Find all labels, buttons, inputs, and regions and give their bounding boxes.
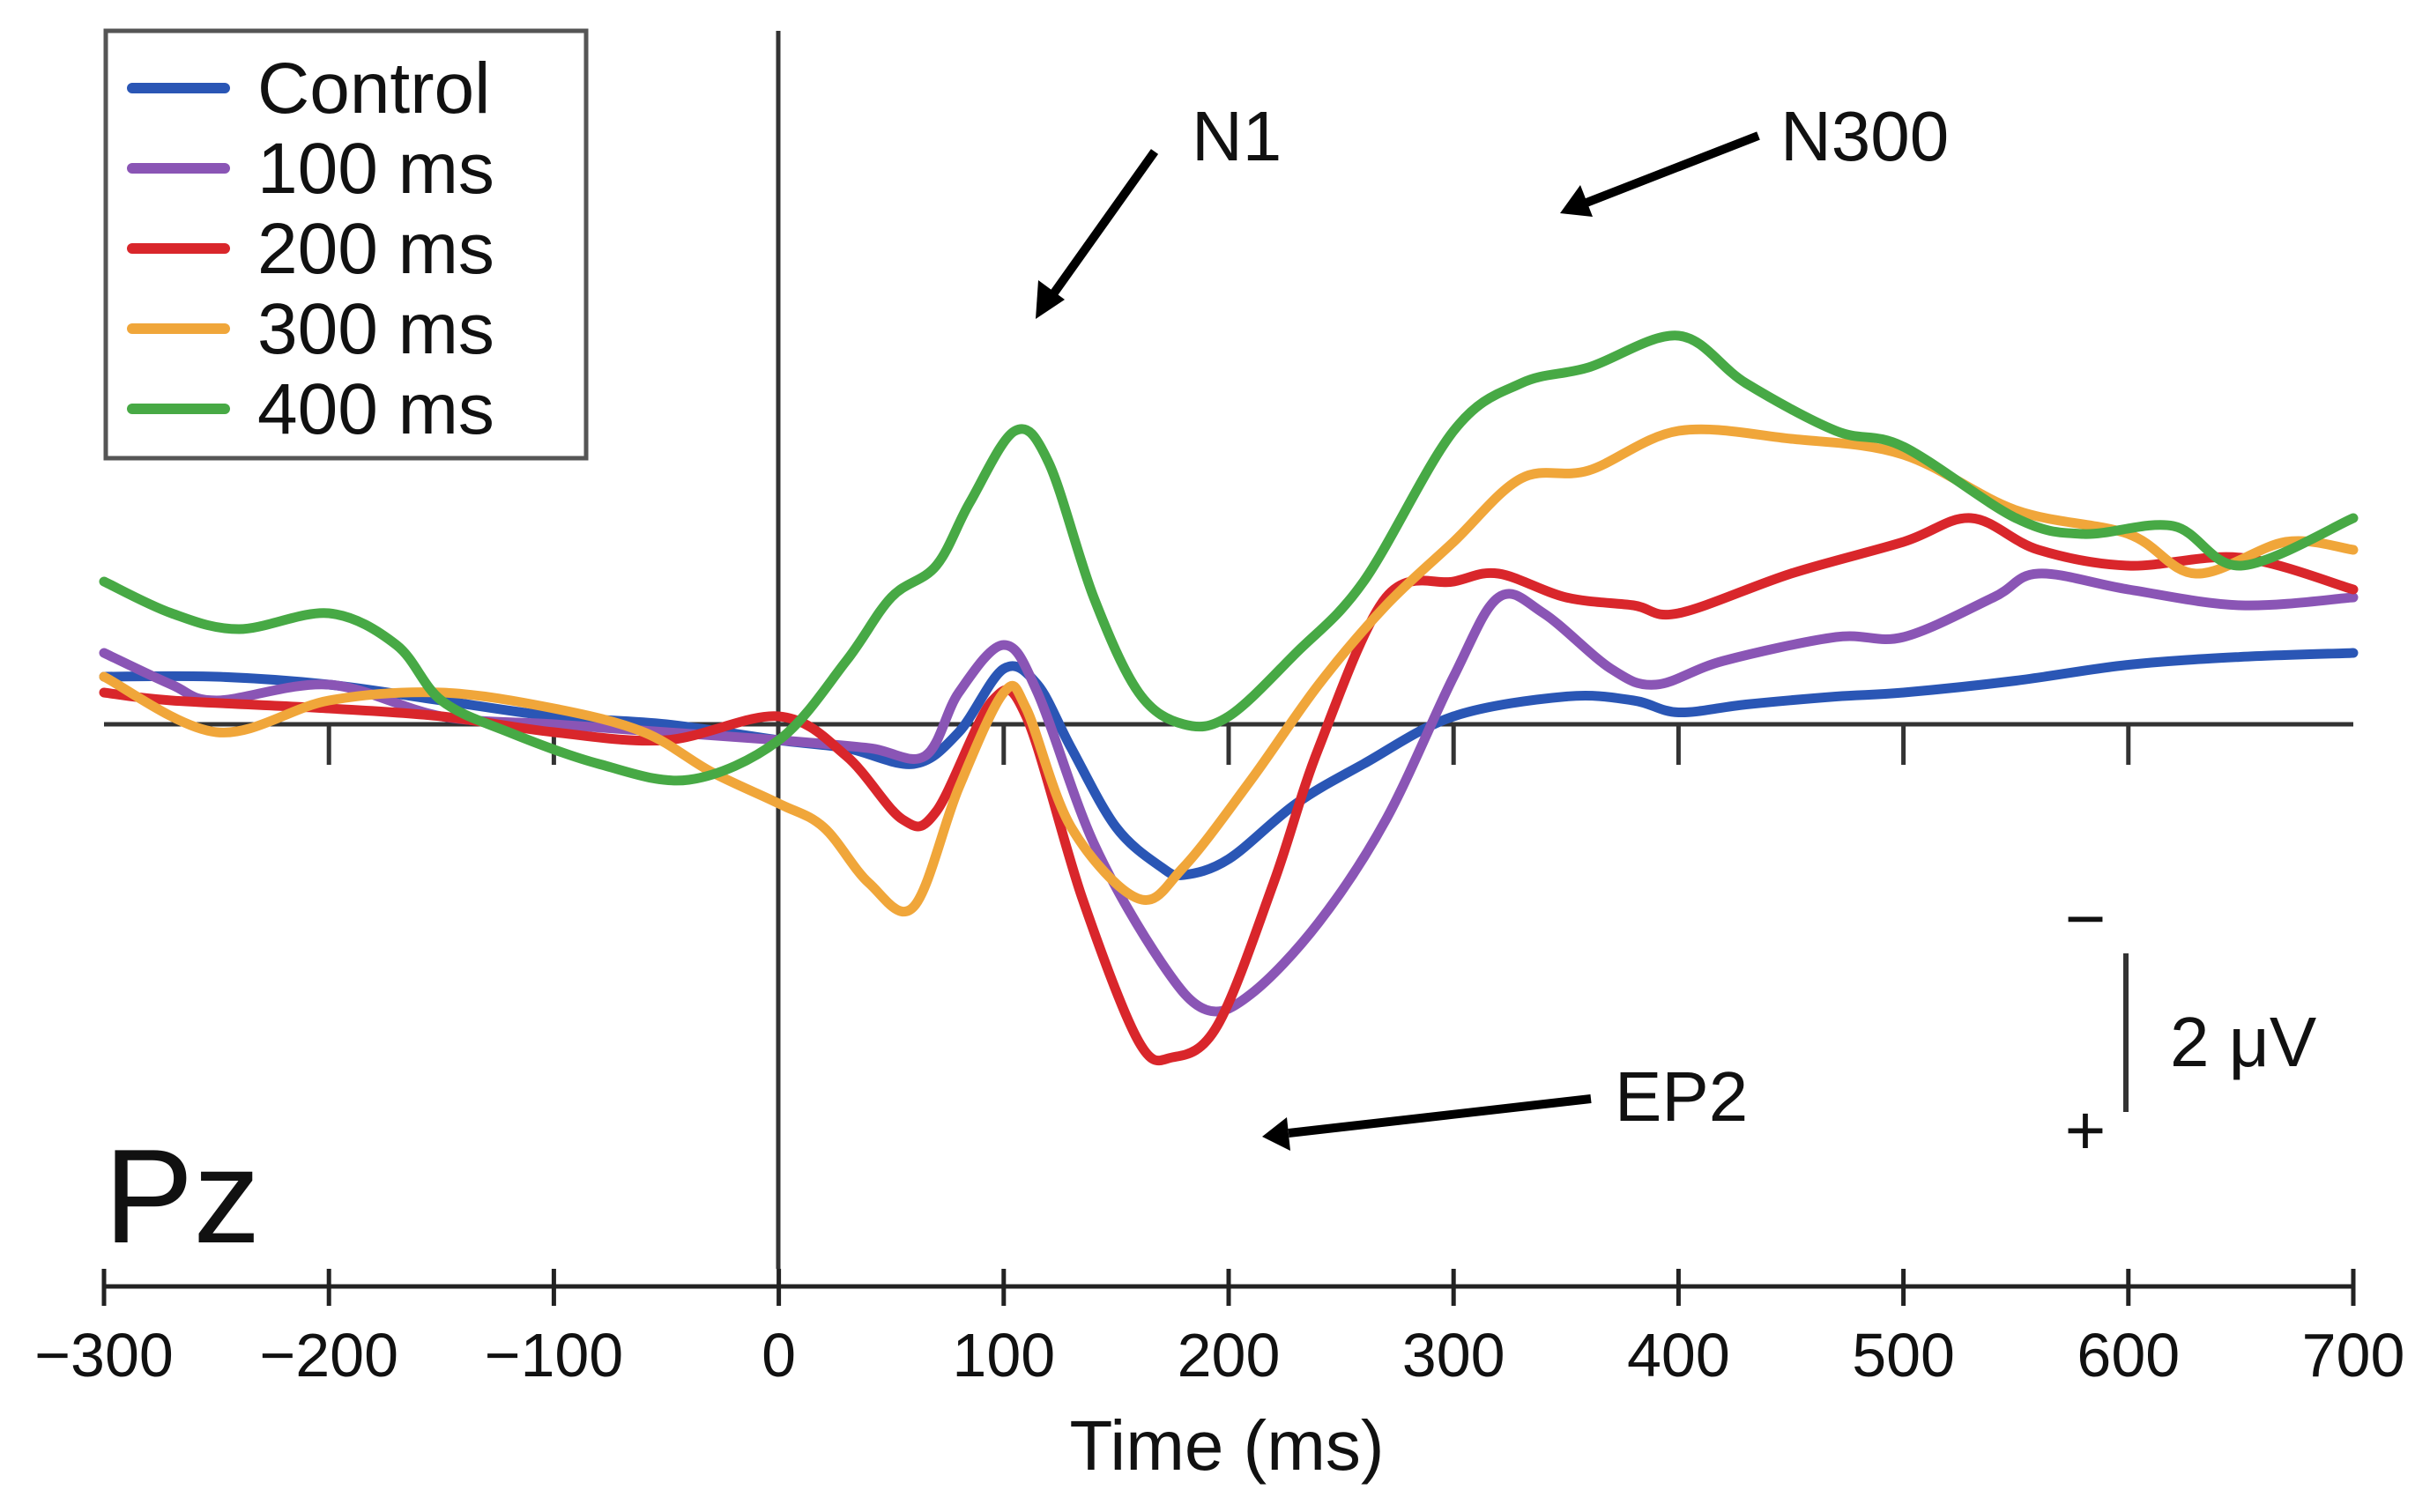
- x-tick-label: 400: [1627, 1321, 1730, 1390]
- x-tick-label: −200: [259, 1321, 398, 1390]
- scale-bar: − + 2 μV: [2065, 879, 2317, 1169]
- legend-label-200-ms: 200 ms: [257, 209, 494, 289]
- annotation-arrowhead-ep2: [1262, 1117, 1290, 1151]
- scale-bar-plus: +: [2065, 1091, 2107, 1169]
- x-tick-label: −100: [485, 1321, 624, 1390]
- annotation-arrowhead-n300: [1560, 185, 1593, 217]
- annotation-arrow-n1: [1046, 149, 1159, 300]
- annotation-arrowhead-n1: [1036, 280, 1065, 319]
- x-tick-label: 700: [2302, 1321, 2405, 1390]
- x-tick-label: 500: [1852, 1321, 1955, 1390]
- series-line-200-ms: [99, 513, 2359, 1066]
- x-axis-ticks: [101, 1269, 2356, 1306]
- zero-line-ticks: [326, 724, 2131, 765]
- legend-label-control: Control: [257, 48, 490, 129]
- legend-label-400-ms: 400 ms: [257, 369, 494, 449]
- x-axis-label: Time (ms): [1070, 1406, 1385, 1485]
- x-tick-label: −300: [34, 1321, 174, 1390]
- x-tick-label: 300: [1402, 1321, 1505, 1390]
- annotation-label-n300: N300: [1780, 97, 1949, 175]
- x-tick-labels: −300 −200 −100 0 100 200 300 400 500 600 700: [34, 1321, 2404, 1390]
- legend-label-300-ms: 300 ms: [257, 289, 494, 369]
- electrode-label: Pz: [104, 1122, 260, 1271]
- x-tick-label: 100: [952, 1321, 1055, 1390]
- series-line-300-ms: [99, 424, 2359, 917]
- series-lines: [99, 330, 2359, 1066]
- annotation-arrow-n300: [1585, 131, 1760, 207]
- annotation-arrow-ep2: [1288, 1094, 1592, 1138]
- axes: −300 −200 −100 0 100 200 300 400 500 600 700: [34, 31, 2404, 1390]
- annotation-label-ep2: EP2: [1615, 1057, 1748, 1136]
- x-tick-label: 0: [762, 1321, 796, 1390]
- legend-label-100-ms: 100 ms: [257, 129, 494, 209]
- annotation-label-n1: N1: [1192, 97, 1282, 175]
- x-tick-label: 600: [2077, 1321, 2180, 1390]
- x-tick-label: 200: [1178, 1321, 1281, 1390]
- scale-bar-minus: −: [2065, 879, 2107, 958]
- scale-bar-label: 2 μV: [2170, 1003, 2317, 1081]
- series-line-400-ms: [99, 330, 2359, 786]
- series-line-100-ms: [99, 568, 2359, 1017]
- annotations: N1 N300 EP2: [1036, 97, 1949, 1151]
